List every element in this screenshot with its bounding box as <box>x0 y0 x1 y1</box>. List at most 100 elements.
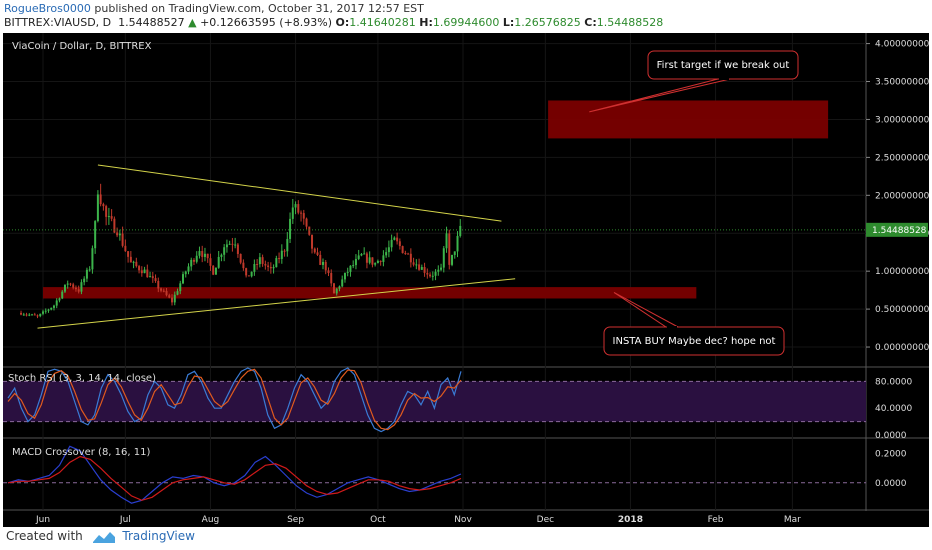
candle-body <box>313 248 316 253</box>
candle-body <box>250 271 253 277</box>
candle-body <box>195 255 198 262</box>
x-tick-label: Sep <box>287 515 304 525</box>
x-tick-label: Feb <box>708 515 724 525</box>
candle-body <box>453 251 456 255</box>
last-price-tag <box>866 222 928 237</box>
open-value: 1.41640281 <box>349 16 416 29</box>
candle-body <box>280 250 283 259</box>
candle-body <box>409 253 412 263</box>
candle-body <box>434 271 437 276</box>
annotations-layer: First target if we break out INSTA BUY Ma… <box>589 50 799 356</box>
axes-layer: Jun Jul Aug Sep Oct Nov Dec 2018 Feb Mar 4.0000000… <box>12 40 930 525</box>
candle-body <box>127 251 130 257</box>
x-tick-label: Aug <box>202 515 220 525</box>
rsi-y-tick-label: 40.0000 <box>875 404 912 414</box>
candle-body <box>143 269 146 274</box>
chart-title: ViaCoin / Dollar, D, BITTREX <box>12 41 152 52</box>
candle-body <box>113 218 116 233</box>
candle-body <box>203 253 206 257</box>
candle-body <box>242 262 245 269</box>
x-tick-label: Mar <box>784 515 801 525</box>
candle-body <box>341 279 344 287</box>
candle-body <box>319 254 322 265</box>
candle-body <box>429 274 432 277</box>
candle-body <box>354 258 357 266</box>
candle-body <box>168 295 171 298</box>
candle-body <box>42 311 44 314</box>
candle-body <box>146 269 149 278</box>
candle-body <box>407 253 410 255</box>
candle-body <box>269 267 272 269</box>
candle-body <box>308 226 311 235</box>
candle-body <box>61 291 64 299</box>
candle-body <box>47 309 50 311</box>
candle-body <box>157 280 160 289</box>
low-value: 1.26576825 <box>514 16 581 29</box>
candle-body <box>346 271 349 273</box>
y-tick-label: 2.00000000 <box>875 191 930 201</box>
candle-body <box>149 276 152 278</box>
candle-body <box>223 247 226 255</box>
candle-body <box>80 282 83 292</box>
candle-body <box>234 244 237 246</box>
last-price-tag-label: 1.54488528 <box>872 226 927 236</box>
candle-body <box>456 235 459 252</box>
candle-body <box>253 264 256 272</box>
footer: Created with TradingView <box>6 529 195 543</box>
candles-layer <box>20 183 462 319</box>
candle-body <box>22 314 25 316</box>
candle-body <box>124 245 127 252</box>
candle-body <box>182 274 184 284</box>
candle-body <box>206 253 209 259</box>
macd-series-line <box>7 445 462 504</box>
y-tick-label: 2.50000000 <box>875 153 930 163</box>
trendline <box>37 278 516 329</box>
candle-body <box>33 314 36 316</box>
candle-body <box>31 314 34 316</box>
candle-body <box>289 218 292 239</box>
candle-body <box>256 264 259 266</box>
callout-text: INSTA BUY Maybe dec? hope not <box>613 336 776 347</box>
candle-body <box>423 267 426 273</box>
candle-body <box>324 261 327 271</box>
candle-body <box>91 248 94 270</box>
candle-body <box>379 260 382 262</box>
candle-body <box>28 314 31 316</box>
candle-body <box>272 267 275 269</box>
candle-body <box>311 234 314 249</box>
candle-body <box>349 265 352 272</box>
candle-body <box>459 225 462 236</box>
candle-body <box>69 283 72 285</box>
candle-body <box>236 244 239 254</box>
candle-body <box>20 312 23 315</box>
candle-body <box>66 283 69 285</box>
candle-body <box>376 260 379 264</box>
candle-body <box>382 255 385 262</box>
publish-info: RogueBros0000 published on TradingView.c… <box>4 2 424 15</box>
symbol-label: BITTREX:VIAUSD, D <box>4 16 112 29</box>
candle-body <box>448 233 451 265</box>
x-tick-label: Jul <box>119 515 131 525</box>
macd-series-line <box>7 455 462 501</box>
y-tick-label: 1.00000000 <box>875 267 930 277</box>
grid-lines <box>3 33 929 511</box>
candle-body <box>184 271 187 275</box>
zones-layer <box>43 100 829 299</box>
high-value: 1.69944600 <box>432 16 500 29</box>
candle-body <box>52 305 55 308</box>
close-value: 1.54488528 <box>596 16 664 29</box>
candle-body <box>335 288 338 294</box>
candle-body <box>192 259 195 262</box>
author-link[interactable]: RogueBros0000 <box>4 2 91 15</box>
candle-body <box>302 213 305 219</box>
candle-body <box>50 307 53 310</box>
chart-canvas[interactable]: First target if we break out INSTA BUY Ma… <box>0 33 932 528</box>
candle-body <box>404 253 407 255</box>
candle-body <box>393 237 396 240</box>
stoch-rsi-pane: Stoch RSI (3, 3, 14, 14, close) <box>3 367 866 433</box>
y-tick-label: 3.00000000 <box>875 115 930 125</box>
candle-body <box>85 269 88 279</box>
close-label: C: <box>584 16 597 29</box>
candle-body <box>231 243 234 245</box>
tradingview-link[interactable]: TradingView <box>122 529 195 543</box>
